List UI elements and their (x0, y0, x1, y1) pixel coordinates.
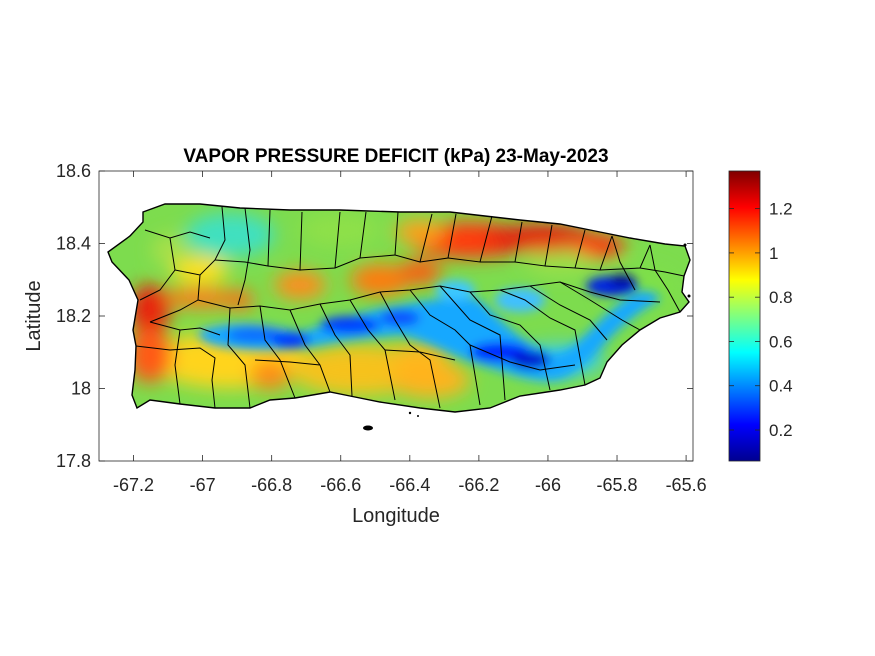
y-tick-label: 18 (71, 379, 91, 399)
x-tick-label: -67.2 (113, 475, 154, 495)
chart-title: VAPOR PRESSURE DEFICIT (kPa) 23-May-2023 (183, 146, 608, 167)
colorbar-tick-label: 0.2 (769, 421, 793, 440)
colorbar-tick-label: 1 (769, 244, 778, 263)
vpd-field (108, 204, 690, 412)
y-axis-label: Latitude (23, 280, 45, 351)
x-tick-label: -66.2 (458, 475, 499, 495)
x-tick-label: -66.4 (389, 475, 430, 495)
colorbar-tick-label: 0.8 (769, 288, 793, 307)
x-axis-label: Longitude (352, 505, 440, 527)
y-tick-label: 17.8 (56, 451, 91, 471)
x-tick-label: -67 (190, 475, 216, 495)
colorbar-tick-label: 0.6 (769, 332, 793, 351)
x-tick-label: -66.6 (320, 475, 361, 495)
x-tick-label: -66.8 (251, 475, 292, 495)
y-tick-label: 18.2 (56, 306, 91, 326)
x-tick-label: -65.6 (666, 475, 707, 495)
y-tick-label: 18.6 (56, 161, 91, 181)
x-axis-ticks: -67.2 -67 -66.8 -66.6 -66.4 -66.2 -66 -65.8 -65.… (113, 171, 707, 495)
y-tick-label: 18.4 (56, 234, 91, 254)
colorbar (728, 170, 761, 462)
colorbar-tick-label: 1.2 (769, 200, 793, 219)
offshore-islets (363, 243, 691, 431)
municipality-boundaries (135, 206, 685, 409)
x-tick-label: -66 (535, 475, 561, 495)
colorbar-tick-label: 0.4 (769, 377, 793, 396)
island-outline (107, 203, 691, 413)
x-tick-label: -65.8 (597, 475, 638, 495)
colorbar-ticks: 0.2 0.4 0.6 0.8 1 1.2 (729, 200, 793, 440)
y-axis-ticks: 17.8 18 18.2 18.4 18.6 (56, 161, 693, 471)
